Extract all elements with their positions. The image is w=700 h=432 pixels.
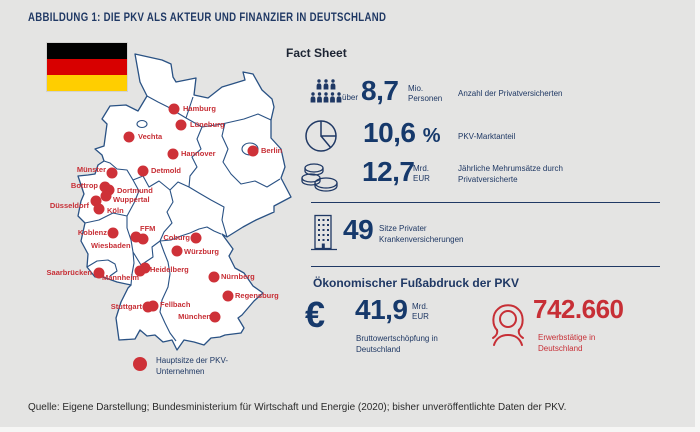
woman-icon xyxy=(492,304,524,346)
divider xyxy=(311,202,660,203)
city-label-ffm: FFM xyxy=(140,224,156,233)
city-label-wuerzburg: Würzburg xyxy=(184,247,219,256)
city-dot-muenchen xyxy=(209,311,221,323)
fact-label-marketshare: PKV-Marktanteil xyxy=(458,132,516,141)
figure-title: ABBILDUNG 1: DIE PKV ALS AKTEUR UND FINA… xyxy=(28,10,387,24)
city-dot-berlin xyxy=(247,145,259,157)
city-dot-ffm xyxy=(137,233,149,245)
fact-value-marketshare: 10,6 % xyxy=(363,117,441,148)
city-label-muenster: Münster xyxy=(76,165,106,174)
city-label-dortmund: Dortmund xyxy=(117,186,153,195)
city-label-muenchen: München xyxy=(178,312,211,321)
city-label-duesseldorf: Düsseldorf xyxy=(49,201,89,210)
city-label-hannover: Hannover xyxy=(181,149,216,158)
city-label-vechta: Vechta xyxy=(138,132,163,141)
city-label-mannheim: Mannheim xyxy=(102,273,140,282)
city-label-wiesbaden: Wiesbaden xyxy=(91,241,131,250)
fact-value-insured: 8,7 xyxy=(361,75,399,106)
fact-unit: Mrd. EUR xyxy=(412,302,429,321)
city-dot-koblenz xyxy=(107,227,119,239)
fact-value-revenue: 12,7 xyxy=(362,156,415,187)
city-label-fellbach: Fellbach xyxy=(160,300,191,309)
legend-dot xyxy=(133,357,147,371)
city-dot-wiesbaden xyxy=(130,231,142,243)
city-label-koblenz: Koblenz xyxy=(77,228,107,237)
city-label-coburg: Coburg xyxy=(163,233,190,242)
city-label-berlin: Berlin xyxy=(261,146,283,155)
footprint-title: Ökonomischer Fußabdruck der PKV xyxy=(313,276,520,290)
city-dot-lueneburg xyxy=(175,119,187,131)
city-label-wuppertal: Wuppertal xyxy=(113,195,150,204)
city-label-bottrop: Bottrop xyxy=(70,181,98,190)
footprint-value-employment: 742.660 xyxy=(533,294,624,324)
footprint-label-gva: Bruttowertschöpfung in Deutschland xyxy=(356,334,438,354)
german-flag-icon xyxy=(47,43,127,91)
city-dot-fellbach xyxy=(147,300,159,312)
fact-label-insured: Anzahl der Privatversicherten xyxy=(458,89,563,98)
city-dot-regensburg xyxy=(222,290,234,302)
city-label-koeln: Köln xyxy=(107,206,124,215)
divider xyxy=(311,266,660,267)
people-icon xyxy=(310,79,342,103)
city-dot-coburg xyxy=(190,232,202,244)
city-dot-duesseldorf xyxy=(90,195,102,207)
fact-value-headquarters: 49 xyxy=(343,214,374,245)
euro-icon: € xyxy=(305,294,326,335)
page-edge xyxy=(695,0,700,432)
city-dot-nuernberg xyxy=(208,271,220,283)
city-dot-saarbruecken xyxy=(93,267,105,279)
city-dot-detmold xyxy=(137,165,149,177)
city-dot-hamburg xyxy=(168,103,180,115)
source-text: Quelle: Eigene Darstellung; Bundesminist… xyxy=(28,401,567,413)
city-label-lueneburg: Lüneburg xyxy=(190,120,225,129)
city-dot-hannover xyxy=(167,148,179,160)
coins-icon xyxy=(301,163,338,192)
pie-chart-icon xyxy=(305,120,337,152)
city-label-stuttgart: Stuttgart xyxy=(110,302,142,311)
fact-unit: Mio. Personen xyxy=(408,84,443,103)
city-label-saarbruecken: Saarbrücken xyxy=(46,268,92,277)
fact-label-headquarters: Sitze Privater Krankenversicherungen xyxy=(379,224,464,244)
city-label-detmold: Detmold xyxy=(151,166,181,175)
city-dot-mannheim xyxy=(134,265,146,277)
city-dot-muenster xyxy=(106,167,118,179)
city-dot-dortmund xyxy=(103,184,115,196)
city-dot-koeln xyxy=(93,203,105,215)
fact-label-revenue: Jährliche Mehrumsätze durch Privatversic… xyxy=(458,164,563,184)
footprint-label-employment: Erwerbstätige in Deutschland xyxy=(538,333,596,353)
percent-sign: % xyxy=(422,125,441,147)
building-icon xyxy=(311,214,337,251)
germany-outline xyxy=(77,53,292,351)
city-label-nuernberg: Nürnberg xyxy=(221,272,255,281)
city-dot-vechta xyxy=(123,131,135,143)
city-dot-wuppertal xyxy=(100,190,112,202)
fact-unit: Mrd. EUR xyxy=(413,164,430,183)
fact-prefix: über xyxy=(342,93,359,102)
legend-label: Hauptsitze der PKV-Unternehmen xyxy=(156,356,229,376)
city-label-heidelberg: Heidelberg xyxy=(150,265,189,274)
city-label-regensburg: Regensburg xyxy=(235,291,279,300)
bremen-region-outline xyxy=(136,119,148,129)
footprint-value-gva: 41,9 xyxy=(355,294,408,325)
page-edge xyxy=(0,427,700,432)
fact-sheet-title: Fact Sheet xyxy=(286,46,347,60)
city-dot-wuerzburg xyxy=(171,245,183,257)
city-label-hamburg: Hamburg xyxy=(183,104,216,113)
